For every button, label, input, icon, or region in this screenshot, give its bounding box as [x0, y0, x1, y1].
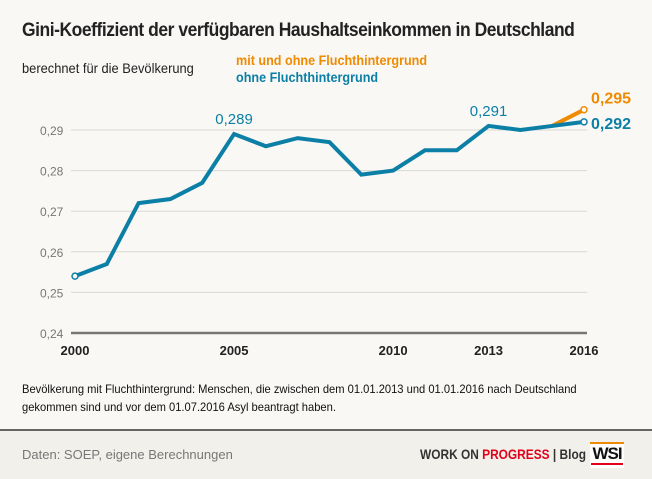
y-tick-label: 0,29	[40, 124, 64, 138]
chart-title: Gini-Koeffizient der verfügbaren Haushal…	[22, 20, 575, 41]
x-tick-label: 2005	[220, 343, 249, 358]
x-tick-label: 2016	[570, 343, 599, 358]
peak-value-label: 0,291	[470, 103, 508, 120]
end-value-label: 0,295	[591, 91, 631, 108]
brand-text-b: PROGRESS	[482, 446, 550, 462]
brand-link[interactable]: WORK ON PROGRESS | Blog	[420, 446, 586, 462]
end-value-label: 0,292	[591, 116, 631, 133]
x-tick-label: 2000	[61, 343, 90, 358]
footnote: Bevölkerung mit Fluchthintergrund: Mensc…	[22, 382, 577, 414]
wsi-logo-text: WSI	[592, 444, 622, 463]
data-point	[71, 272, 79, 280]
chart-subtitle: berechnet für die Bevölkerung	[22, 60, 194, 76]
legend-with-refugees: mit und ohne Fluchthintergrund	[236, 52, 428, 68]
line-chart: 0,24 0,25 0,26 0,27 0,28 0,29 2000 2005 2010 2013…	[40, 91, 631, 358]
y-tick-label: 0,28	[40, 165, 64, 179]
data-point	[580, 105, 588, 114]
data-point	[580, 118, 588, 126]
series-line-without-refugees	[74, 119, 585, 279]
x-tick-label: 2013	[474, 343, 503, 358]
y-tick-label: 0,24	[40, 327, 64, 341]
wsi-logo[interactable]: WSI	[590, 442, 624, 468]
x-tick-label: 2010	[379, 343, 408, 358]
footer: Daten: SOEP, eigene Berechnungen WORK ON…	[0, 429, 652, 479]
brand-text-c: | Blog	[549, 446, 586, 462]
data-source: Daten: SOEP, eigene Berechnungen	[22, 447, 233, 462]
brand-text-a: WORK ON	[420, 446, 483, 462]
legend-without-refugees: ohne Fluchthintergrund	[236, 69, 379, 85]
y-tick-label: 0,26	[40, 246, 64, 260]
y-tick-label: 0,27	[40, 205, 64, 219]
peak-value-label: 0,289	[215, 111, 253, 128]
series-line-with-refugees	[551, 107, 585, 128]
y-tick-label: 0,25	[40, 286, 64, 300]
